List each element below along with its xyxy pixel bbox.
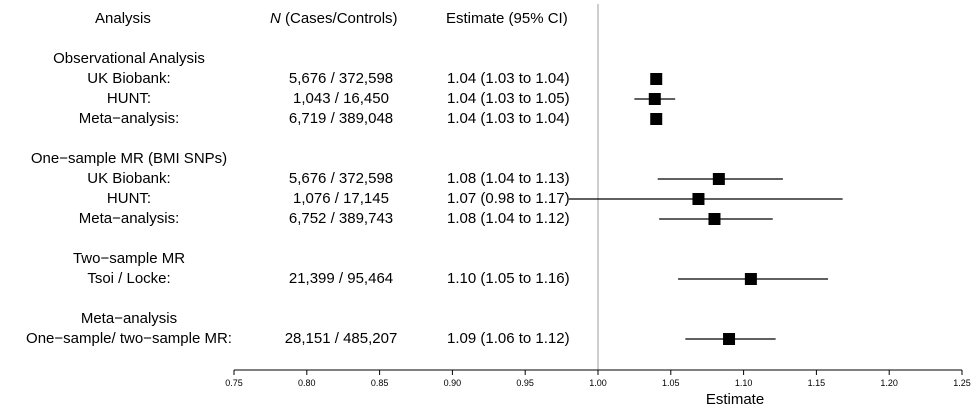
n-value: 5,676 / 372,598 — [288, 70, 394, 87]
x-tick-label: 0.75 — [225, 378, 243, 388]
ci-value: 1.04 (1.03 to 1.04) — [447, 70, 570, 87]
estimate-marker — [650, 113, 663, 125]
ci-value: 1.09 (1.06 to 1.12) — [447, 330, 570, 347]
ci-value: 1.04 (1.03 to 1.05) — [447, 90, 570, 107]
x-tick-label: 1.20 — [880, 378, 898, 388]
x-tick-label: 1.00 — [589, 378, 607, 388]
estimate-marker — [723, 333, 736, 345]
group-label: Two−sample MR — [72, 250, 186, 267]
n-value: 1,043 / 16,450 — [293, 90, 389, 107]
x-tick-label: 0.90 — [444, 378, 462, 388]
row-label: Tsoi / Locke: — [87, 270, 171, 287]
ci-value: 1.08 (1.04 to 1.13) — [447, 170, 570, 187]
header-n-rest: (Cases/Controls) — [280, 10, 398, 27]
x-tick-label: 1.25 — [953, 378, 971, 388]
x-tick-label: 0.85 — [371, 378, 389, 388]
header-analysis: Analysis — [95, 10, 151, 27]
ci-value: 1.07 (0.98 to 1.17) — [447, 190, 570, 207]
row-label: UK Biobank: — [87, 170, 171, 187]
estimate-marker — [712, 173, 725, 185]
n-value: 6,719 / 389,048 — [288, 110, 394, 127]
x-tick-label: 1.15 — [808, 378, 826, 388]
group-label: One−sample MR (BMI SNPs) — [30, 150, 228, 167]
header-estimate: Estimate (95% CI) — [446, 10, 568, 27]
group-label: Observational Analysis — [53, 50, 205, 67]
estimate-marker — [648, 93, 661, 105]
row-label: UK Biobank: — [87, 70, 171, 87]
n-value: 6,752 / 389,743 — [288, 210, 394, 227]
x-tick-label: 1.05 — [662, 378, 680, 388]
group-label: Meta−analysis — [80, 310, 178, 327]
n-value: 5,676 / 372,598 — [288, 170, 394, 187]
x-tick-label: 0.80 — [298, 378, 316, 388]
row-label: HUNT: — [106, 190, 152, 207]
x-tick-label: 0.95 — [516, 378, 534, 388]
n-value: 1,076 / 17,145 — [293, 190, 389, 207]
row-label: Meta−analysis: — [78, 210, 180, 227]
ci-value: 1.08 (1.04 to 1.12) — [447, 210, 570, 227]
estimate-marker — [692, 193, 705, 205]
x-tick-label: 1.10 — [735, 378, 753, 388]
header-n-italic: N — [270, 10, 281, 27]
n-value: 28,151 / 485,207 — [284, 330, 398, 347]
row-label: Meta−analysis: — [78, 110, 180, 127]
n-value: 21,399 / 95,464 — [288, 270, 394, 287]
ci-value: 1.10 (1.05 to 1.16) — [447, 270, 570, 287]
ci-value: 1.04 (1.03 to 1.04) — [447, 110, 570, 127]
estimate-marker — [708, 213, 721, 225]
row-label: HUNT: — [106, 90, 152, 107]
row-label: One−sample/ two−sample MR: — [26, 330, 232, 347]
x-axis-title: Estimate — [706, 391, 764, 408]
estimate-marker — [744, 273, 757, 285]
estimate-marker — [650, 73, 663, 85]
header-n: N (Cases/Controls) — [270, 10, 398, 28]
